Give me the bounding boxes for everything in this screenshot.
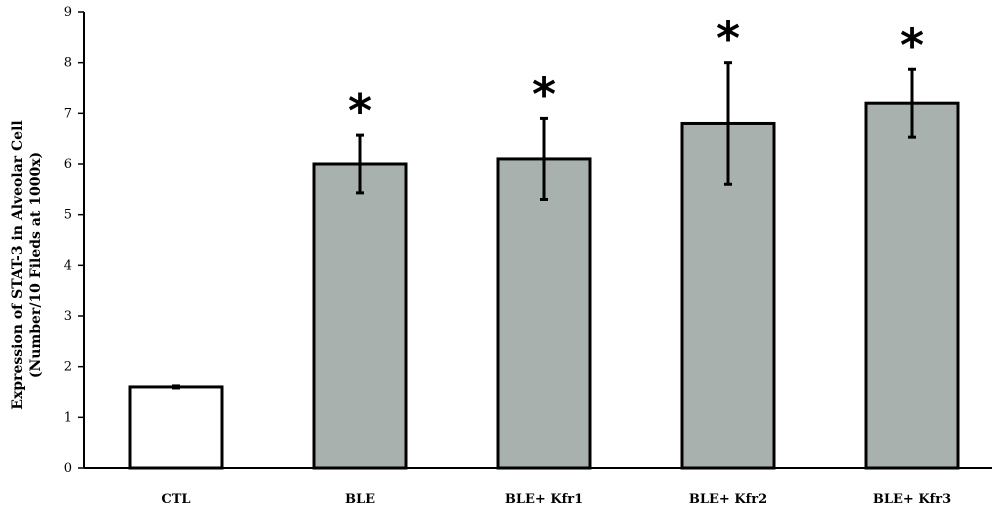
plot-area: 0 1 2 3 4 5 6 7 8 9 CTL * BLE * BLE+ Kfr1 * BLE+ Kfr2 * BL…	[64, 5, 992, 507]
bar-2	[496, 157, 592, 470]
y-tick-label: 6	[64, 157, 72, 172]
significance-marker: *	[532, 67, 556, 121]
bar-4	[864, 101, 960, 470]
x-tick-label: BLE	[345, 492, 375, 507]
y-axis-title-line2: (Number/10 Fileds at 1000x)	[28, 152, 44, 378]
bar-1	[312, 162, 408, 470]
significance-marker: *	[716, 12, 740, 66]
y-tick-label: 9	[64, 5, 72, 20]
significance-marker: *	[900, 18, 924, 72]
y-axis-title-line1: Expression of STAT-3 in Alveolar Cell	[10, 120, 26, 409]
error-bar-1	[356, 133, 364, 195]
y-axis-title: Expression of STAT-3 in Alveolar Cell (N…	[10, 120, 44, 409]
bar-0	[128, 385, 224, 470]
y-tick-label: 0	[64, 461, 72, 476]
y-tick-label: 3	[64, 309, 72, 324]
y-tick-label: 1	[64, 410, 72, 425]
y-tick-label: 5	[64, 208, 72, 223]
y-tick-label: 8	[64, 56, 72, 71]
x-tick-label: BLE+ Kfr2	[689, 492, 767, 507]
error-bar-2	[540, 116, 548, 201]
y-tick-label: 4	[64, 258, 72, 273]
y-tick-label: 2	[64, 360, 72, 375]
x-tick-label: BLE+ Kfr3	[873, 492, 951, 507]
error-bar-0	[172, 384, 180, 390]
y-tick-label: 7	[64, 106, 72, 121]
x-tick-label: BLE+ Kfr1	[505, 492, 583, 507]
error-bar-4	[908, 67, 916, 139]
x-tick-label: CTL	[161, 492, 190, 507]
significance-marker: *	[348, 84, 372, 138]
error-bar-3	[724, 61, 732, 186]
